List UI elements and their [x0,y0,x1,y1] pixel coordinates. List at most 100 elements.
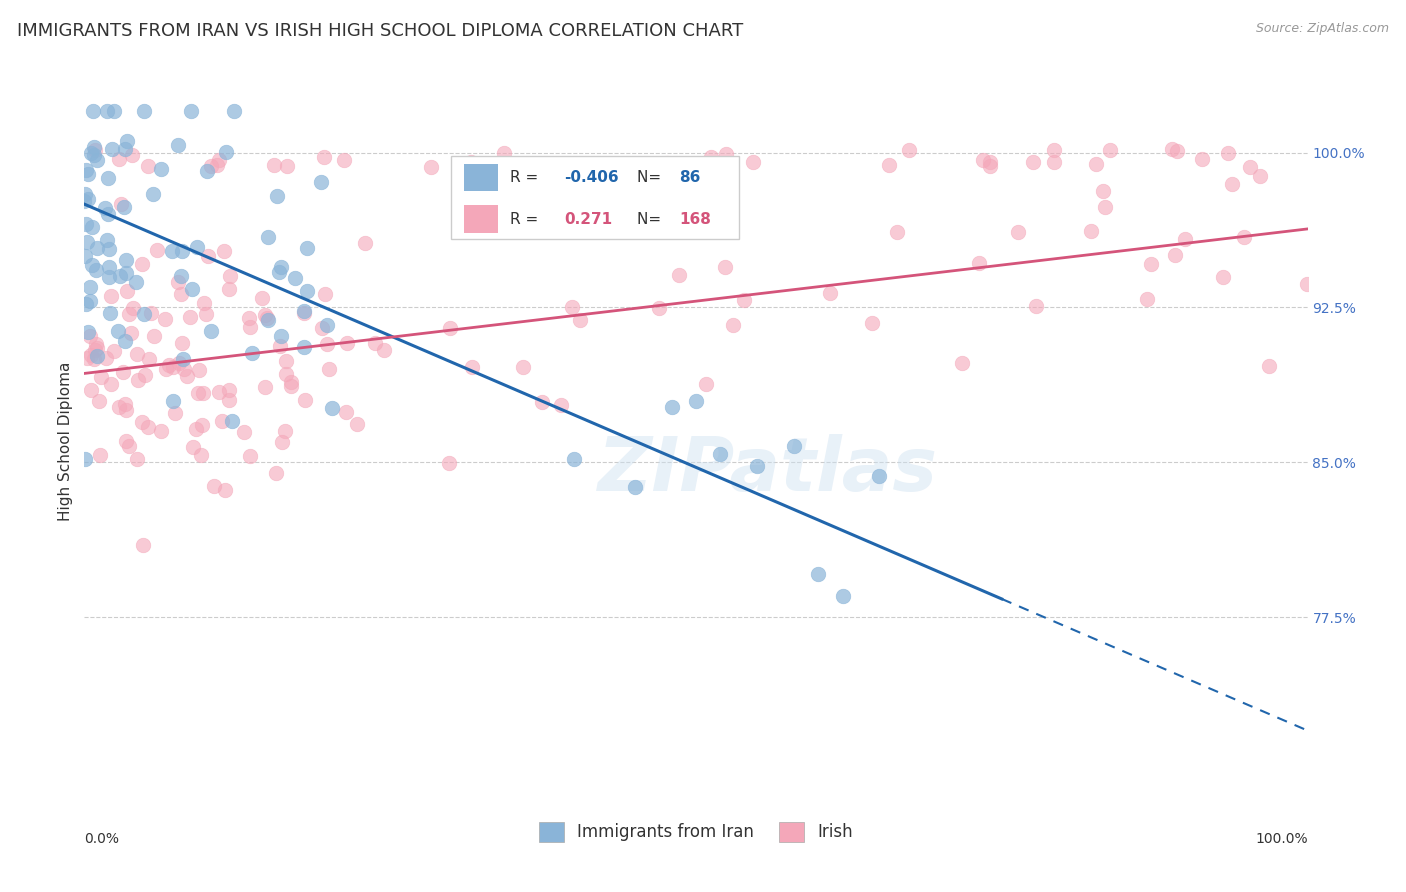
Point [274,368,297,382]
Point [311,321,333,335]
Point [512,360,534,375]
Point [200,160,222,174]
Point [336,336,359,351]
Point [86,341,108,355]
Point [818,285,841,300]
Point [84,336,107,351]
Point [221,414,243,428]
Point [167,275,190,289]
Point [979,154,1001,169]
Point [131,257,153,271]
Text: 100.0%: 100.0% [1256,831,1308,846]
Point [657,155,679,169]
Point [134,368,156,382]
Point [269,339,291,353]
Point [280,375,302,389]
Point [75,297,97,311]
Point [186,240,208,254]
Point [700,151,723,165]
Point [83,148,105,162]
Point [648,301,671,316]
Text: 0.271: 0.271 [564,211,612,227]
Point [115,434,138,448]
Text: N=: N= [637,170,666,185]
Point [149,425,172,439]
Point [114,143,136,157]
Point [492,145,515,160]
FancyBboxPatch shape [451,156,738,239]
Point [107,324,129,338]
Point [967,256,990,270]
Point [162,394,184,409]
Point [714,260,737,275]
Point [239,449,262,463]
Point [73,186,96,201]
Point [103,344,125,359]
Point [131,415,153,429]
Legend: Immigrants from Iran, Irish: Immigrants from Iran, Irish [533,815,859,848]
Point [118,307,141,321]
Point [195,164,218,178]
Point [1084,156,1107,170]
Point [695,377,717,392]
Point [897,143,920,157]
Point [1080,224,1102,238]
Point [167,138,190,153]
Point [239,319,262,334]
Point [295,284,318,298]
Point [86,349,108,363]
Point [233,425,256,440]
Point [114,403,136,417]
Point [160,244,183,258]
Point [1094,200,1116,214]
Point [1174,232,1197,246]
Point [475,166,498,180]
Point [73,248,96,262]
Point [1092,184,1115,198]
Point [460,154,482,169]
Point [121,148,143,162]
Point [184,422,207,436]
Point [100,377,122,392]
Point [77,326,100,340]
Point [170,287,193,301]
Point [1099,143,1122,157]
Point [950,356,973,370]
Point [94,351,117,365]
Point [253,380,276,394]
Point [112,200,135,214]
Point [1212,269,1234,284]
Text: ZIPatlas: ZIPatlas [598,434,938,507]
Text: 0.0%: 0.0% [84,831,120,846]
Point [276,159,298,173]
Point [1166,144,1188,158]
Point [157,358,180,372]
Point [460,360,482,375]
Point [332,153,354,168]
Point [1218,146,1240,161]
Point [142,186,165,201]
Point [83,140,105,154]
Point [73,194,96,208]
Point [211,414,233,428]
Point [176,369,198,384]
Point [294,392,316,407]
Point [292,305,315,319]
Point [1140,257,1163,271]
Point [252,292,274,306]
Point [208,385,231,400]
Point [373,343,395,357]
Text: -0.406: -0.406 [564,170,619,185]
Point [190,417,212,432]
Point [266,189,288,203]
Point [831,589,853,603]
Point [120,326,142,341]
Point [661,401,683,415]
Point [77,192,100,206]
Point [155,362,177,376]
Point [115,253,138,268]
Point [111,365,134,379]
Point [257,313,280,327]
Point [335,405,357,419]
Point [75,162,97,177]
